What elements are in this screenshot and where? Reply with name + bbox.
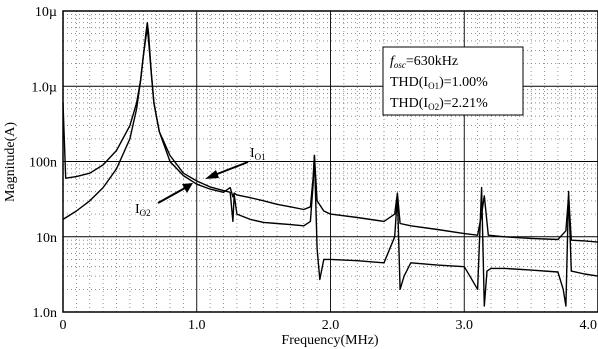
series-label-io2: IO2 <box>135 183 193 218</box>
arrow-io1-head <box>205 170 219 179</box>
x-tick-label: 1.0 <box>188 318 206 333</box>
y-tick-label: 10n <box>36 231 57 246</box>
annotation-fosc: fosc=630kHz <box>390 54 458 70</box>
x-tick-label: 2.0 <box>322 318 340 333</box>
arrow-io1-shaft <box>211 161 249 177</box>
thd-annotation-box: fosc=630kHz THD(IO1)=1.00% THD(IO2)=2.21… <box>382 46 524 116</box>
x-tick-label: 3.0 <box>456 318 474 333</box>
series-line-io2 <box>62 27 598 307</box>
series-lines <box>62 22 598 307</box>
arrow-io2-shaft <box>157 187 186 204</box>
x-axis-title: Frequency(MHz) <box>281 333 379 348</box>
label-io1: IO1 <box>250 146 266 162</box>
y-tick-label: 1.0n <box>33 306 58 321</box>
annotation-thd-io2: THD(IO2)=2.21% <box>390 96 488 112</box>
x-tick-label: 0 <box>60 318 67 333</box>
plot-frame <box>62 10 598 313</box>
x-tick-label: 4.0 <box>580 318 598 333</box>
annotation-thd-io1: THD(IO1)=1.00% <box>390 75 488 91</box>
label-io2: IO2 <box>135 202 151 218</box>
y-tick-label: 10µ <box>35 5 57 20</box>
y-tick-label: 1.0µ <box>31 80 57 95</box>
y-tick-label: 100n <box>29 156 57 171</box>
series-label-io1: IO1 <box>205 146 266 179</box>
annotation-box-frame <box>382 46 524 116</box>
y-axis-title: Magnitude(A) <box>3 122 18 202</box>
arrow-io2-head <box>182 183 193 193</box>
tick-labels: 0 1.0 2.0 3.0 4.0 10µ 1.0µ 100n 10n 1.0n <box>29 5 597 333</box>
